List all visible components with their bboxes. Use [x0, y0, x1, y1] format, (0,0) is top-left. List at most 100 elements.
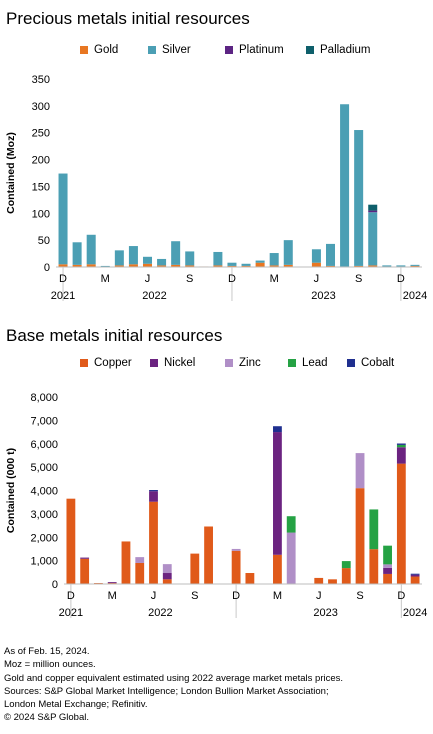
y-tick-label: 300 — [32, 101, 50, 113]
legend-swatch-nickel — [150, 359, 158, 367]
bar-silver — [58, 173, 68, 265]
x-tick-label: J — [314, 273, 320, 285]
x-tick-label: D — [397, 273, 405, 285]
y-tick-label: 8,000 — [30, 392, 58, 404]
bar-copper — [149, 501, 158, 584]
legend-item-copper: Copper — [80, 357, 132, 369]
x-year-label: 2024 — [403, 607, 427, 619]
bar-zinc — [135, 557, 145, 563]
x-tick-label: S — [356, 590, 363, 602]
x-tick-label: D — [397, 590, 405, 602]
x-tick-label: D — [59, 273, 67, 285]
bar-gold — [283, 264, 293, 267]
y-tick-label: 250 — [32, 128, 50, 140]
bar-zinc — [355, 453, 365, 489]
bar-copper — [204, 526, 213, 584]
footnote-moz: Moz = million ounces. — [4, 659, 96, 671]
x-tick-label: M — [273, 590, 282, 602]
legend-precious: Gold Silver Platinum Palladium — [0, 44, 433, 60]
bar-silver — [213, 251, 223, 266]
x-tick-label: J — [145, 273, 151, 285]
bar-copper — [273, 554, 282, 584]
footnote-copyright: © 2024 S&P Global. — [4, 712, 89, 724]
bar-silver — [171, 241, 181, 265]
bar-silver — [114, 250, 124, 266]
legend-swatch-zinc — [225, 359, 233, 367]
y-tick-label: 0 — [44, 262, 50, 274]
bar-copper — [190, 553, 200, 584]
bar-nickel — [383, 567, 392, 574]
footnote-date: As of Feb. 15, 2024. — [4, 646, 90, 657]
legend-label-nickel: Nickel — [164, 357, 196, 369]
bar-silver — [100, 265, 110, 267]
bar-lead — [396, 444, 406, 448]
bar-cobalt — [149, 490, 158, 492]
bar-gold — [241, 265, 251, 267]
x-year-label: 2022 — [142, 290, 166, 302]
bar-silver — [325, 243, 336, 266]
bar-zinc — [286, 532, 296, 584]
y-axis-label: Contained (000 t) — [5, 448, 17, 533]
bar-gold — [114, 265, 124, 267]
chart-title-base: Base metals initial resources — [6, 326, 223, 345]
bar-silver — [269, 253, 279, 266]
legend-item-cobalt: Cobalt — [347, 357, 394, 369]
x-tick-label: D — [228, 273, 236, 285]
y-tick-label: 0 — [52, 579, 58, 591]
legend-swatch-gold — [80, 46, 88, 54]
legend-item-platinum: Platinum — [225, 44, 284, 56]
bar-zinc — [231, 548, 241, 551]
bar-zinc — [162, 564, 172, 574]
x-tick-label: D — [232, 590, 240, 602]
footnotes: As of Feb. 15, 2024. Moz = million ounce… — [4, 645, 343, 725]
y-tick-label: 5,000 — [30, 462, 58, 474]
bar-copper — [135, 562, 145, 584]
bar-copper — [341, 568, 351, 584]
bar-gold — [368, 265, 378, 267]
bar-gold — [354, 265, 364, 267]
bar-silver — [368, 212, 378, 266]
bar-gold — [86, 264, 96, 267]
legend-item-zinc: Zinc — [225, 357, 261, 369]
legend-item-silver: Silver — [148, 44, 191, 56]
bar-gold — [72, 264, 82, 267]
x-year-label: 2021 — [51, 290, 75, 302]
x-tick-label: S — [355, 273, 362, 285]
bars — [66, 426, 420, 584]
legend-swatch-silver — [148, 46, 156, 54]
bar-lead — [383, 545, 392, 565]
y-tick-label: 350 — [32, 74, 50, 86]
y-tick-label: 1,000 — [30, 556, 58, 568]
y-tick-label: 3,000 — [30, 509, 58, 521]
bar-silver — [311, 249, 321, 263]
bar-silver — [382, 265, 392, 267]
bar-gold — [255, 262, 265, 267]
x-tick-label: M — [108, 590, 117, 602]
bar-copper — [162, 579, 172, 584]
footnote-equivalent: Gold and copper equivalent estimated usi… — [4, 672, 344, 684]
legend-label-zinc: Zinc — [239, 357, 261, 369]
legend-swatch-lead — [288, 359, 296, 367]
y-tick-label: 7,000 — [30, 415, 58, 427]
bar-copper — [66, 498, 76, 584]
bar-gold — [269, 265, 279, 267]
y-tick-label: 200 — [32, 155, 50, 167]
bar-lead — [286, 516, 296, 533]
bar-copper — [328, 579, 337, 584]
bar-silver — [157, 258, 167, 266]
y-tick-label: 100 — [32, 208, 50, 220]
bar-gold — [157, 265, 167, 267]
legend-base: Copper Nickel Zinc Lead Cobalt — [0, 357, 433, 373]
bar-silver — [227, 262, 237, 266]
x-year-label: 2024 — [403, 290, 427, 302]
x-tick-label: S — [186, 273, 193, 285]
bar-copper — [355, 488, 365, 584]
bar-gold — [58, 264, 68, 267]
legend-label-palladium: Palladium — [320, 44, 371, 56]
bar-copper — [80, 558, 90, 584]
chart-precious-metals: Contained (Moz) 0 50 100 150 200 250 300 350 D M J S… — [5, 74, 427, 302]
bars — [58, 104, 420, 268]
bar-copper — [231, 550, 241, 584]
bar-silver — [142, 256, 153, 264]
x-tick-label: M — [101, 273, 110, 285]
